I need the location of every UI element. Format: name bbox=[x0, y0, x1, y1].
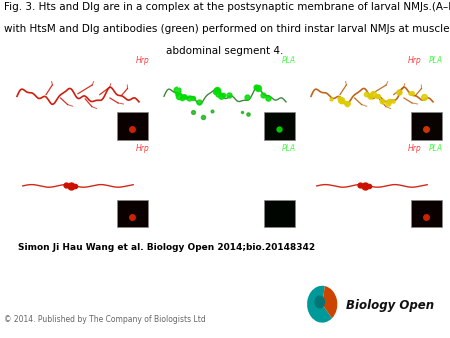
Text: wild-type: wild-type bbox=[7, 127, 43, 136]
Text: Hrp: Hrp bbox=[408, 56, 422, 65]
Text: A: A bbox=[8, 56, 17, 69]
Text: Fig. 3. Hts and Dlg are in a complex at the postsynaptic membrane of larval NMJs: Fig. 3. Hts and Dlg are in a complex at … bbox=[4, 2, 450, 12]
Text: © 2014. Published by The Company of Biologists Ltd: © 2014. Published by The Company of Biol… bbox=[4, 315, 206, 324]
Text: B': B' bbox=[155, 144, 168, 157]
Text: PLA: PLA bbox=[429, 144, 443, 153]
Text: abdominal segment 4.: abdominal segment 4. bbox=[166, 46, 284, 56]
Bar bbox=[264, 200, 295, 227]
Text: A": A" bbox=[302, 56, 318, 69]
Text: A': A' bbox=[155, 56, 168, 69]
Text: Hrp: Hrp bbox=[135, 144, 149, 153]
Text: Hrp: Hrp bbox=[135, 56, 149, 65]
Text: B: B bbox=[8, 144, 17, 157]
Text: with HtsM and Dlg antibodies (green) performed on third instar larval NMJs at mu: with HtsM and Dlg antibodies (green) per… bbox=[4, 24, 450, 34]
Text: Hrp: Hrp bbox=[408, 144, 422, 153]
Text: PLA: PLA bbox=[282, 144, 296, 153]
Wedge shape bbox=[322, 286, 338, 318]
Bar bbox=[411, 200, 442, 227]
Text: Simon Ji Hau Wang et al. Biology Open 2014;bio.20148342: Simon Ji Hau Wang et al. Biology Open 20… bbox=[18, 243, 315, 252]
Text: ΔC1103: ΔC1103 bbox=[20, 220, 41, 225]
Circle shape bbox=[314, 295, 325, 309]
Bar bbox=[264, 112, 295, 140]
Text: Biology Open: Biology Open bbox=[346, 299, 435, 312]
Text: PLA: PLA bbox=[429, 56, 443, 65]
Wedge shape bbox=[307, 286, 332, 323]
Text: hts: hts bbox=[7, 215, 19, 224]
Bar bbox=[411, 112, 442, 140]
Text: B": B" bbox=[302, 144, 318, 157]
Text: PLA: PLA bbox=[282, 56, 296, 65]
Bar bbox=[117, 112, 148, 140]
Bar bbox=[117, 200, 148, 227]
